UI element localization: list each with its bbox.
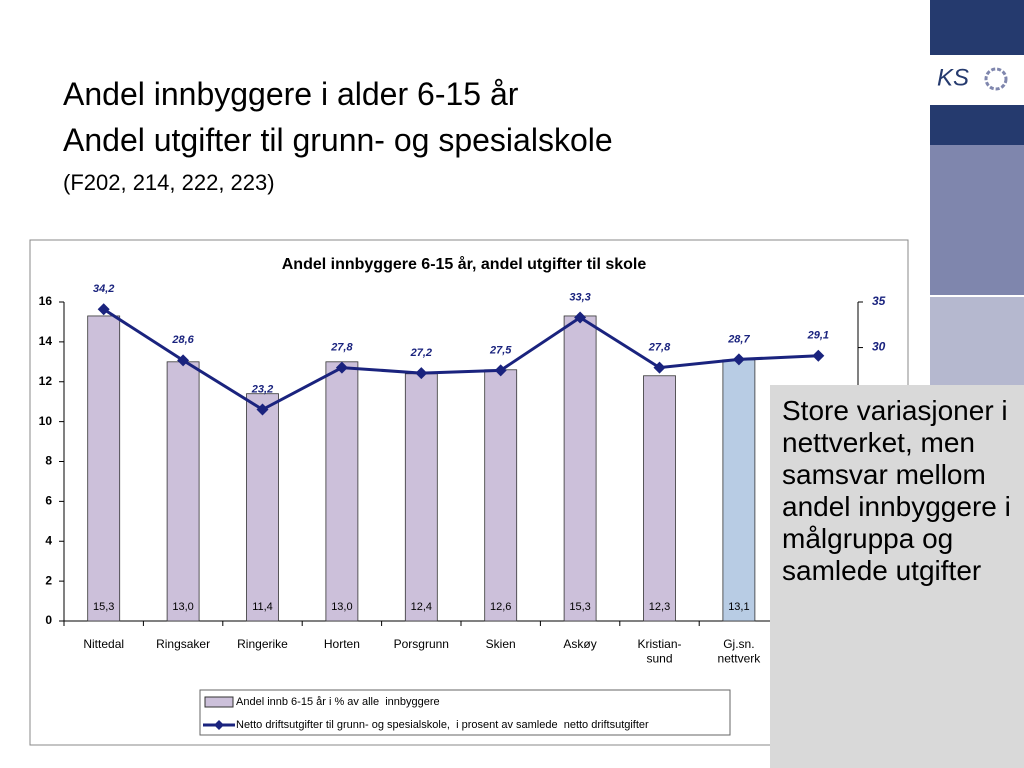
line [102,308,819,412]
stripe [930,0,1024,55]
line-marker [574,311,587,324]
x-tick-label: Ringerike [237,637,288,651]
line-marker [335,361,348,374]
line-label: 34,2 [93,283,114,295]
stripe [930,105,1024,145]
logo: KS [937,64,969,91]
bar [166,361,200,622]
y-tick-label: 2 [45,573,52,587]
line-marker [97,303,110,316]
stripe [930,145,1024,295]
bar [563,315,597,622]
stripe [930,297,1024,387]
legend-marker [214,720,224,730]
x-tick-label: Nittedal [83,637,124,651]
x-tick-label: Porsgrunn [394,637,449,651]
slide-title: Andel utgifter til grunn- og spesialskol… [63,122,613,158]
line-marker [256,403,269,416]
line-label: 28,7 [727,333,750,345]
y-tick-label: 8 [45,454,52,468]
bar [325,361,359,622]
bar [87,315,121,622]
y-tick-label: 6 [45,494,52,508]
y2-tick-label: 35 [872,294,886,308]
line-label: 27,8 [648,342,671,354]
x-tick-label: Askøy [563,637,596,651]
x-tick-label: Kristian-sund [637,637,681,665]
bar [404,373,438,622]
bar-label: 12,4 [411,601,432,613]
line-label: 27,2 [410,347,432,359]
bar [722,359,756,622]
line-marker [415,367,428,380]
x-tick-label: Skien [486,637,516,651]
bar-label: 15,3 [93,601,114,613]
slide-title: Andel innbyggere i alder 6-15 år [63,76,519,112]
bar-label: 13,0 [172,601,193,613]
bar-label: 13,0 [331,601,352,613]
line-label: 23,2 [251,383,273,395]
note: Store variasjoner i nettverket, men sams… [770,385,1024,768]
line-label: 27,5 [489,344,512,356]
y-tick-label: 16 [39,294,53,308]
y-tick-label: 14 [39,334,53,348]
y-tick-label: 4 [45,533,52,547]
line-label: 27,8 [330,342,353,354]
line-label: 33,3 [569,291,590,303]
x-tick-label: Horten [324,637,360,651]
bar [643,375,676,622]
logo-icon [984,67,1008,91]
legend-label: Netto driftsutgifter til grunn- og spesi… [236,719,649,731]
line-marker [812,349,825,362]
line-marker [494,364,507,377]
legend-swatch [204,696,234,708]
legend [199,689,731,736]
bar [246,393,279,622]
chart-title: Andel innbyggere 6-15 år, andel utgifter… [282,255,647,273]
y-tick-label: 0 [45,613,52,627]
bar-label: 15,3 [569,601,590,613]
bar [484,369,518,622]
slide-subtitle: (F202, 214, 222, 223) [63,170,275,195]
y-tick-label: 12 [39,374,53,388]
legend-label: Andel innb 6-15 år i % av alle innbygger… [236,696,440,708]
line-marker [653,361,666,374]
bar-label: 13,1 [728,601,749,613]
y2-tick-label: 30 [872,340,886,354]
line-label: 29,1 [807,330,829,342]
line-marker [732,353,745,366]
line-marker [177,354,190,367]
x-tick-label: Ringsaker [156,637,210,651]
x-tick-label: Gj.sn. nettverk [718,637,762,665]
y-tick-label: 10 [39,414,53,428]
bar-label: 12,3 [649,601,670,613]
line-label: 28,6 [171,334,194,346]
bar-label: 11,4 [252,601,273,613]
bar-label: 12,6 [490,601,511,613]
